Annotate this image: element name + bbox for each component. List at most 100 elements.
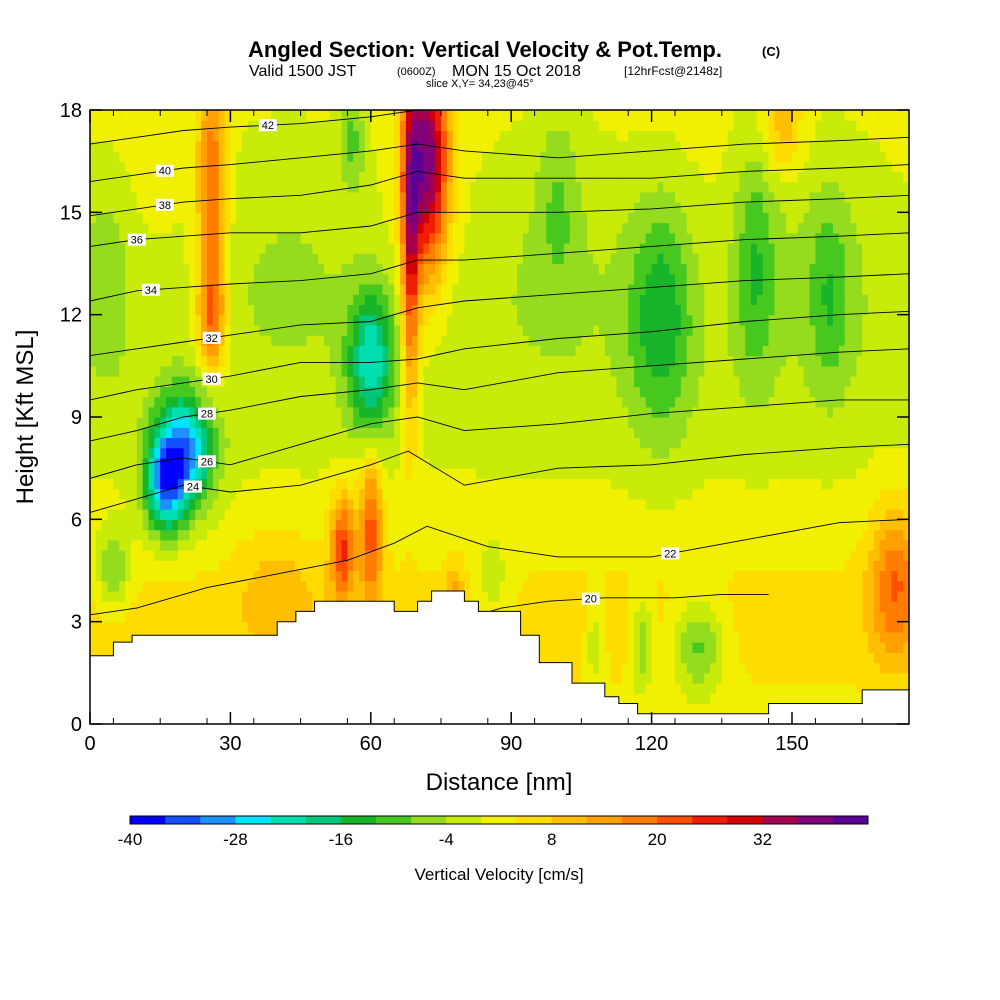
velocity-cell <box>90 631 97 643</box>
velocity-cell <box>329 243 337 254</box>
velocity-cell <box>528 417 536 428</box>
velocity-cell <box>265 437 272 449</box>
velocity-cell <box>136 212 144 224</box>
velocity-cell <box>107 529 114 541</box>
velocity-cell <box>429 529 436 541</box>
velocity-cell <box>119 611 126 623</box>
velocity-cell <box>148 304 155 316</box>
velocity-cell <box>534 232 542 244</box>
velocity-cell <box>183 222 191 234</box>
velocity-cell <box>142 263 150 275</box>
velocity-cell <box>277 488 284 500</box>
velocity-cell <box>429 355 436 367</box>
velocity-cell <box>324 232 331 244</box>
velocity-cell <box>394 457 401 469</box>
velocity-cell <box>183 335 191 346</box>
velocity-cell <box>300 468 308 479</box>
velocity-cell <box>201 355 208 367</box>
velocity-cell <box>271 386 278 398</box>
velocity-cell <box>481 457 489 469</box>
velocity-cell <box>522 509 530 520</box>
velocity-cell <box>218 324 226 336</box>
velocity-cell <box>517 191 524 203</box>
velocity-cell <box>335 396 343 408</box>
velocity-cell <box>499 355 506 367</box>
velocity-cell <box>247 519 255 531</box>
velocity-cell <box>247 509 255 520</box>
velocity-cell <box>540 580 547 592</box>
velocity-cell <box>142 539 150 551</box>
velocity-cell <box>522 437 530 449</box>
velocity-cell <box>95 396 103 408</box>
velocity-cell <box>224 406 231 418</box>
velocity-cell <box>558 488 565 500</box>
velocity-cell <box>441 580 448 592</box>
velocity-cell <box>435 396 442 408</box>
velocity-cell <box>300 376 308 387</box>
velocity-cell <box>113 232 120 244</box>
velocity-cell <box>511 468 518 479</box>
velocity-cell <box>271 376 278 387</box>
velocity-cell <box>552 202 559 213</box>
velocity-cell <box>265 601 272 613</box>
velocity-cell <box>101 150 109 162</box>
velocity-cell <box>189 560 196 572</box>
velocity-cell <box>236 355 243 367</box>
velocity-cell <box>142 181 150 193</box>
velocity-cell <box>90 120 97 132</box>
velocity-cell <box>95 509 103 520</box>
velocity-cell <box>552 590 559 602</box>
velocity-cell <box>242 355 249 367</box>
velocity-cell <box>253 621 261 633</box>
velocity-cell <box>552 273 559 285</box>
velocity-cell <box>546 396 553 408</box>
velocity-cell <box>505 509 512 520</box>
velocity-cell <box>90 161 97 172</box>
velocity-cell <box>95 478 103 490</box>
velocity-cell <box>446 212 454 224</box>
velocity-cell <box>411 294 419 306</box>
velocity-cell <box>306 232 313 244</box>
velocity-cell <box>353 171 360 183</box>
velocity-cell <box>166 570 173 582</box>
velocity-cell <box>476 590 483 602</box>
velocity-cell <box>142 324 150 336</box>
velocity-cell <box>476 335 483 346</box>
velocity-cell <box>376 498 384 510</box>
velocity-cell <box>341 539 348 551</box>
velocity-cell <box>517 519 524 531</box>
velocity-cell <box>522 539 530 551</box>
velocity-cell <box>148 335 155 346</box>
velocity-cell <box>417 396 425 408</box>
velocity-cell <box>458 150 465 162</box>
velocity-cell <box>546 120 553 132</box>
velocity-cell <box>487 324 495 336</box>
velocity-cell <box>446 570 454 582</box>
velocity-cell <box>142 232 150 244</box>
velocity-cell <box>499 478 506 490</box>
velocity-cell <box>253 590 261 602</box>
velocity-cell <box>265 150 272 162</box>
velocity-cell <box>236 232 243 244</box>
velocity-cell <box>540 621 547 633</box>
velocity-cell <box>552 355 559 367</box>
velocity-cell <box>247 140 255 152</box>
velocity-cell <box>201 345 208 357</box>
velocity-cell <box>288 539 296 551</box>
velocity-cell <box>359 550 366 561</box>
velocity-cell <box>388 468 395 479</box>
velocity-cell <box>95 120 103 132</box>
velocity-cell <box>452 140 460 152</box>
velocity-cell <box>528 427 536 439</box>
velocity-cell <box>505 243 512 254</box>
velocity-cell <box>405 335 413 346</box>
velocity-cell <box>534 253 542 265</box>
velocity-cell <box>177 437 185 449</box>
velocity-cell <box>101 560 109 572</box>
velocity-cell <box>569 488 577 500</box>
velocity-cell <box>517 202 524 213</box>
velocity-cell <box>259 437 267 449</box>
velocity-cell <box>224 253 231 265</box>
velocity-cell <box>113 631 120 643</box>
velocity-cell <box>271 243 278 254</box>
